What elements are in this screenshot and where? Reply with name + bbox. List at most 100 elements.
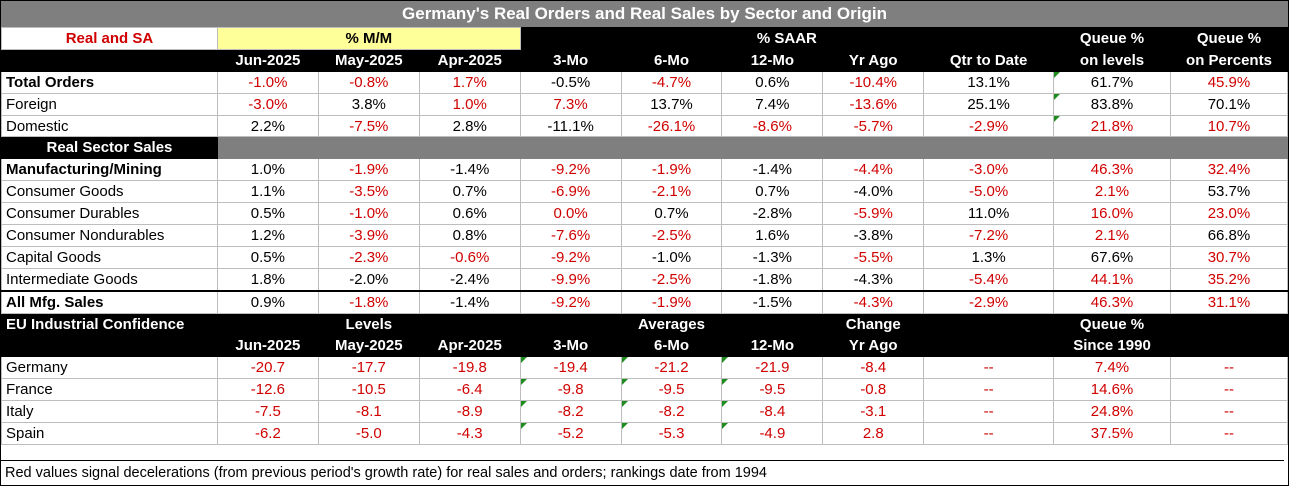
value-cell: 2.2% (216, 114, 319, 138)
value-cell: -1.3% (721, 245, 824, 269)
row-label: France (1, 378, 218, 402)
value-cell: -- (1169, 378, 1289, 402)
column-header: Jun-2025 (216, 334, 319, 358)
blank-cell (1, 334, 218, 358)
value-cell: 0.8% (418, 224, 521, 247)
value-cell: -8.9 (418, 400, 521, 424)
column-header: Apr-2025 (418, 334, 521, 358)
eu-row: Spain -6.2 -5.0 -4.3 -5.2 -5.3 -4.9 2.8 -- 37.5% -… (1, 422, 1289, 445)
value-cell: -6.4 (418, 378, 521, 402)
value-cell: -1.9% (620, 289, 723, 314)
gray-band (216, 136, 521, 160)
value-cell: -1.4% (418, 158, 521, 182)
value-cell: 3.8% (317, 92, 420, 116)
row-label: Total Orders (1, 70, 218, 94)
value-cell: -6.9% (519, 180, 622, 204)
value-cell: -8.4 (822, 356, 925, 380)
column-header: Apr-2025 (418, 48, 521, 72)
value-cell: -- (1169, 400, 1289, 424)
column-header: May-2025 (317, 48, 420, 72)
value-cell: 1.6% (721, 224, 824, 247)
value-cell: -9.8 (519, 378, 622, 402)
value-cell: -3.0% (923, 158, 1055, 182)
value-cell: -5.4% (923, 267, 1055, 292)
row-label: Italy (1, 400, 218, 424)
value-cell: -- (1169, 422, 1289, 445)
value-cell: -2.4% (418, 267, 521, 292)
value-cell: -2.3% (317, 245, 420, 269)
value-cell: 16.0% (1053, 202, 1171, 226)
value-cell: -- (923, 356, 1055, 380)
value-cell: -0.6% (418, 245, 521, 269)
value-cell: -8.2 (620, 400, 723, 424)
pct-mm-header: % M/M (216, 27, 521, 50)
sector-row: Consumer Durables 0.5% -1.0% 0.6% 0.0% 0.7% -2… (1, 202, 1289, 226)
column-header: 12-Mo (721, 334, 824, 358)
value-cell: 1.8% (216, 267, 319, 292)
value-cell: 66.8% (1169, 224, 1289, 247)
queue-header: Queue % (1053, 312, 1171, 336)
value-cell: -9.2% (519, 158, 622, 182)
change-header: Change (822, 312, 925, 336)
pct-saar-header: % SAAR (519, 27, 1055, 50)
sector-row: Intermediate Goods 1.8% -2.0% -2.4% -9.9% -2.… (1, 267, 1289, 292)
value-cell: 30.7% (1169, 245, 1289, 269)
sector-row: Consumer Nondurables 1.2% -3.9% 0.8% -7.6% -2… (1, 224, 1289, 247)
value-cell: -5.0% (923, 180, 1055, 204)
value-cell: 7.3% (519, 92, 622, 116)
sector-row: Capital Goods 0.5% -2.3% -0.6% -9.2% -1.0% -1.… (1, 245, 1289, 269)
value-cell: -10.5 (317, 378, 420, 402)
row-label: Foreign (1, 92, 218, 116)
value-cell: -1.9% (620, 158, 723, 182)
blank-cell (923, 334, 1055, 358)
value-cell: -3.0% (216, 92, 319, 116)
value-cell: -1.4% (418, 289, 521, 314)
eu-row: Germany -20.7 -17.7 -19.8 -19.4 -21.2 -21.9 -8.… (1, 356, 1289, 380)
value-cell: -0.5% (519, 70, 622, 94)
row-label: Intermediate Goods (1, 267, 218, 292)
value-cell: -4.3% (822, 289, 925, 314)
value-cell: -4.7% (620, 70, 723, 94)
blank-cell (923, 312, 1055, 336)
value-cell: 7.4% (721, 92, 824, 116)
value-cell: -8.2 (519, 400, 622, 424)
value-cell: -1.8% (721, 267, 824, 292)
value-cell: 1.2% (216, 224, 319, 247)
value-cell: -21.2 (620, 356, 723, 380)
queue-percents-header: Queue % (1169, 27, 1289, 50)
value-cell: -9.2% (519, 245, 622, 269)
eu-row: France -12.6 -10.5 -6.4 -9.8 -9.5 -9.5 -0.8 -- 14… (1, 378, 1289, 402)
eu-header-row-2: Jun-2025 May-2025 Apr-2025 3-Mo 6-Mo 12-Mo Yr … (1, 334, 1289, 358)
value-cell: 35.2% (1169, 267, 1289, 292)
gray-band (519, 136, 1055, 160)
value-cell: -3.5% (317, 180, 420, 204)
gray-band (1169, 136, 1289, 160)
value-cell: -10.4% (822, 70, 925, 94)
queue-subheader: Since 1990 (1053, 334, 1171, 358)
value-cell: 53.7% (1169, 180, 1289, 204)
queue-levels-header: Queue % (1053, 27, 1171, 50)
value-cell: 37.5% (1053, 422, 1171, 445)
value-cell: -17.7 (317, 356, 420, 380)
value-cell: -5.5% (822, 245, 925, 269)
value-cell: -9.5 (620, 378, 723, 402)
value-cell: 23.0% (1169, 202, 1289, 226)
value-cell: 14.6% (1053, 378, 1171, 402)
row-label: Capital Goods (1, 245, 218, 269)
value-cell: -3.9% (317, 224, 420, 247)
value-cell: -5.2 (519, 422, 622, 445)
value-cell: 2.8 (822, 422, 925, 445)
value-cell: 0.5% (216, 202, 319, 226)
value-cell: 83.8% (1053, 92, 1171, 116)
sector-header-row: Real Sector Sales (1, 136, 1289, 160)
value-cell: -8.4 (721, 400, 824, 424)
change-subheader: Yr Ago (822, 334, 925, 358)
value-cell: 13.1% (923, 70, 1055, 94)
value-cell: -- (923, 378, 1055, 402)
value-cell: 46.3% (1053, 289, 1171, 314)
value-cell: 67.6% (1053, 245, 1171, 269)
row-label: Consumer Durables (1, 202, 218, 226)
value-cell: -11.1% (519, 114, 622, 138)
value-cell: 1.0% (418, 92, 521, 116)
value-cell: -2.9% (923, 114, 1055, 138)
